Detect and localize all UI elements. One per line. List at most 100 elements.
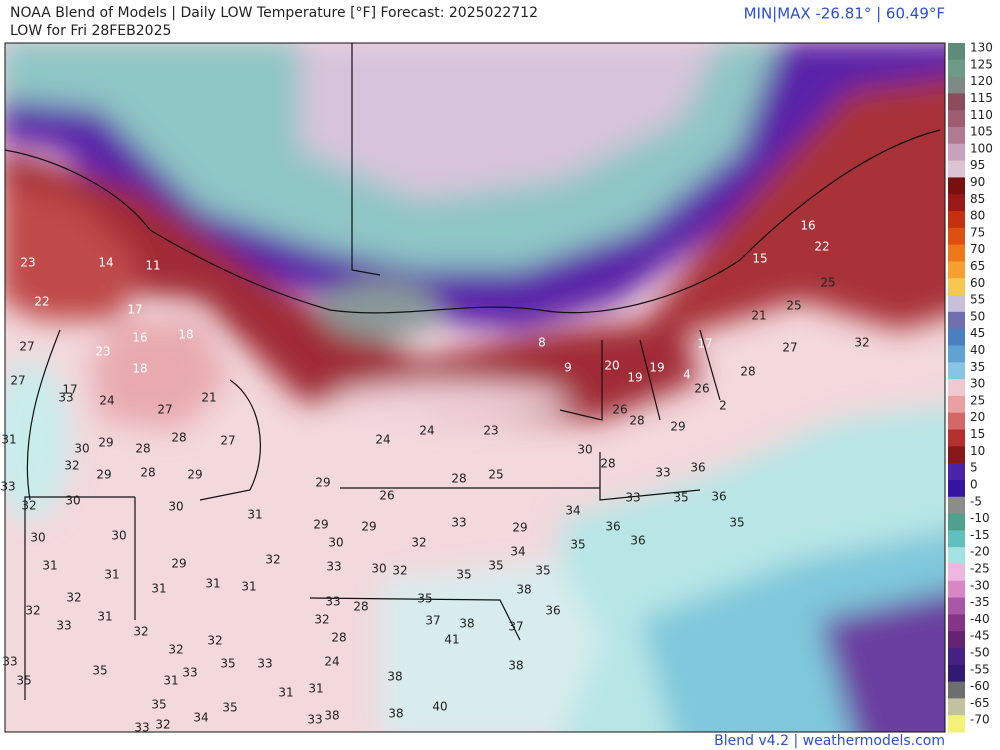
colorbar-swatch <box>948 479 965 498</box>
station-value: 36 <box>711 490 726 504</box>
colorbar-label: -50 <box>970 646 990 660</box>
colorbar-label: 10 <box>970 444 985 458</box>
colorbar-label: 115 <box>970 91 993 105</box>
colorbar-swatch <box>948 345 965 363</box>
station-value: 36 <box>605 520 620 534</box>
station-value: 28 <box>600 457 615 471</box>
colorbar-label: -20 <box>970 545 990 559</box>
station-value: 28 <box>140 466 155 480</box>
station-value: 31 <box>308 682 323 696</box>
colorbar-swatch <box>948 379 965 397</box>
colorbar-swatch <box>948 177 965 195</box>
station-value: 31 <box>42 559 57 573</box>
station-value: 28 <box>353 600 368 614</box>
subtitle: LOW for Fri 28FEB2025 <box>10 23 171 39</box>
station-value: 37 <box>425 614 440 628</box>
station-value: 23 <box>483 424 498 438</box>
colorbar-label: 75 <box>970 225 985 239</box>
station-value: 29 <box>361 520 376 534</box>
station-value: 32 <box>392 564 407 578</box>
station-value: 33 <box>58 391 73 405</box>
colorbar-label: -30 <box>970 578 990 592</box>
station-value: 31 <box>163 674 178 688</box>
station-value: 23 <box>20 256 35 270</box>
colorbar-label: 50 <box>970 309 985 323</box>
station-value: 33 <box>134 721 149 735</box>
station-value: 16 <box>132 331 147 345</box>
colorbar: 1301251201151101051009590858075706560555… <box>948 41 993 733</box>
colorbar-label: 35 <box>970 360 985 374</box>
colorbar-swatch <box>948 580 965 599</box>
station-value: 29 <box>670 420 685 434</box>
station-value: 32 <box>411 536 426 550</box>
colorbar-swatch <box>948 328 965 346</box>
colorbar-swatch <box>948 93 965 111</box>
colorbar-swatch <box>948 295 965 313</box>
station-value: 31 <box>104 568 119 582</box>
station-value: 38 <box>388 707 403 721</box>
colorbar-label: 20 <box>970 410 985 424</box>
colorbar-swatch <box>948 614 965 632</box>
station-value: 27 <box>220 434 235 448</box>
station-value: 30 <box>328 536 343 550</box>
colorbar-label: -40 <box>970 612 990 626</box>
colorbar-label: -45 <box>970 629 990 643</box>
station-value: 8 <box>538 336 546 350</box>
station-value: 32 <box>64 459 79 473</box>
station-value: 38 <box>324 709 339 723</box>
colorbar-swatch <box>948 412 965 431</box>
station-value: 9 <box>564 361 572 375</box>
station-value: 32 <box>168 643 183 657</box>
station-value: 19 <box>649 361 664 375</box>
station-value: 30 <box>577 443 592 457</box>
colorbar-label: 95 <box>970 158 985 172</box>
station-value: 18 <box>178 328 193 342</box>
colorbar-label: 125 <box>970 57 993 71</box>
colorbar-label: 45 <box>970 326 985 340</box>
station-value: 19 <box>627 371 642 385</box>
station-value: 32 <box>21 499 36 513</box>
station-value: 28 <box>451 472 466 486</box>
station-value: 18 <box>132 362 147 376</box>
station-value: 32 <box>854 336 869 350</box>
station-value: 33 <box>451 516 466 530</box>
colorbar-swatch <box>948 513 965 531</box>
colorbar-swatch <box>948 160 965 178</box>
colorbar-label: 5 <box>970 461 978 475</box>
station-value: 20 <box>604 359 619 373</box>
station-value: 35 <box>570 538 585 552</box>
colorbar-swatch <box>948 278 965 296</box>
colorbar-label: -65 <box>970 696 990 710</box>
station-value: 33 <box>325 595 340 609</box>
station-value: 17 <box>62 383 77 397</box>
station-value: 29 <box>96 468 111 482</box>
colorbar-label: -5 <box>970 494 982 508</box>
station-value: 31 <box>205 577 220 591</box>
station-value: 24 <box>99 394 114 408</box>
station-value: 11 <box>145 259 160 273</box>
colorbar-swatch <box>948 681 965 699</box>
station-value: 34 <box>193 711 208 725</box>
colorbar-label: 40 <box>970 343 985 357</box>
colorbar-label: 105 <box>970 125 993 139</box>
station-value: 30 <box>74 442 89 456</box>
colorbar-label: 30 <box>970 377 985 391</box>
colorbar-label: 65 <box>970 259 985 273</box>
station-value: 34 <box>565 504 580 518</box>
station-value: 25 <box>488 468 503 482</box>
station-value: 22 <box>34 295 49 309</box>
station-value: 22 <box>814 240 829 254</box>
station-value: 36 <box>630 534 645 548</box>
station-value: 38 <box>459 617 474 631</box>
colorbar-swatch <box>948 698 965 716</box>
colorbar-label: 130 <box>970 41 993 55</box>
colorbar-label: -15 <box>970 528 990 542</box>
colorbar-label: -10 <box>970 511 990 525</box>
station-value: 28 <box>629 414 644 428</box>
station-value: 30 <box>65 494 80 508</box>
station-value: 33 <box>326 560 341 574</box>
station-value: 31 <box>247 508 262 522</box>
station-value: 41 <box>444 633 459 647</box>
